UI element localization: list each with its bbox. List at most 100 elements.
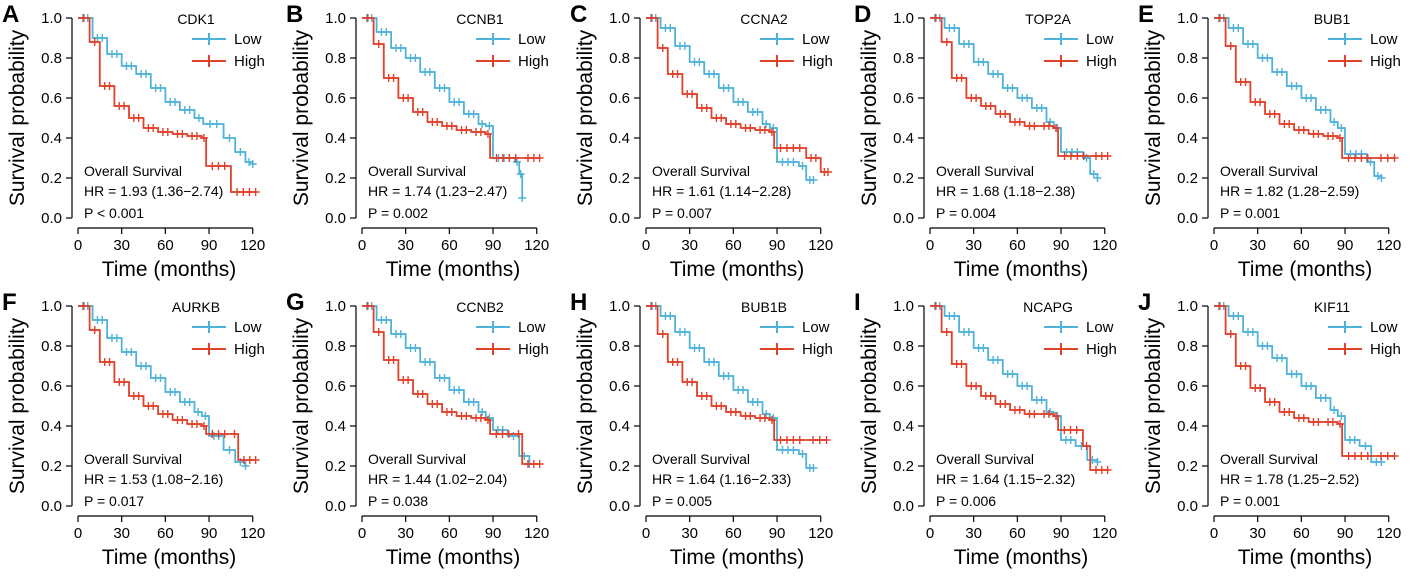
censor-mark-low [709,70,718,78]
legend-entry-high: High [476,341,549,358]
y-axis-title: Survival probability [290,317,313,494]
censor-mark-low [440,374,449,382]
censor-mark-high [363,14,372,22]
censor-mark-low [724,372,733,380]
censor-mark-high [760,126,769,134]
censor-mark-low [1277,354,1286,362]
censor-mark-high [483,416,492,424]
censor-mark-high [658,330,667,338]
x-tick-label: 90 [485,525,502,542]
censor-mark-low [1337,412,1346,420]
censor-mark-low [1292,370,1301,378]
survival-curve-high [646,305,827,441]
annotation-title: Overall Survival [1220,163,1318,179]
censor-mark-low [185,106,194,114]
x-tick-label: 90 [769,237,786,254]
censor-mark-low [225,446,234,454]
legend-entry-high: High [192,53,265,70]
censor-mark-high [1363,154,1372,162]
y-tick-label: 1.0 [41,298,62,315]
censor-mark-low [98,316,107,324]
censor-mark-high [230,430,239,438]
x-axis-title: Time (months) [102,546,237,569]
y-tick-label: 0.2 [893,170,914,187]
x-tick-label: 30 [681,237,698,254]
censor-mark-low [964,328,973,336]
legend-entry-low: Low [760,31,830,48]
censor-mark-low [236,148,245,156]
censor-mark-high [1299,126,1308,134]
censor-mark-high [931,14,940,22]
censor-mark-high [1044,122,1053,130]
survival-curve-high [362,305,540,465]
x-tick-label: 0 [1210,237,1218,254]
censor-mark-high [1030,122,1039,130]
y-tick-label: 0.8 [609,50,630,67]
censor-mark-low [411,344,420,352]
y-tick-label: 0.0 [609,210,630,227]
y-tick-label: 0.8 [893,338,914,355]
legend-entry-low: Low [192,31,262,48]
censor-mark-low [141,362,150,370]
censor-mark-low [1037,104,1046,112]
legend-entry-low: Low [760,319,830,336]
y-tick-label: 0.6 [609,90,630,107]
censor-mark-high [1215,302,1224,310]
legend-label: High [518,53,549,70]
censor-mark-low [809,464,818,472]
legend-entry-high: High [760,53,833,70]
p-value: P = 0.006 [936,493,996,509]
panel-letter: H [570,289,587,316]
hazard-ratio: HR = 1.53 (1.08−2.16) [84,471,223,487]
survival-curve-low [78,17,254,164]
annotation-title: Overall Survival [936,163,1034,179]
legend-label: High [518,341,549,358]
censor-mark-low [709,358,718,366]
hazard-ratio: HR = 1.93 (1.36−2.74) [84,183,223,199]
x-tick-label: 0 [74,237,82,254]
censor-mark-low [1008,370,1017,378]
y-tick-label: 0.0 [1177,498,1198,515]
censor-mark-high [363,302,372,310]
legend-label: Low [1370,31,1398,48]
x-tick-label: 120 [1092,525,1117,542]
censor-mark-high [1335,134,1344,142]
p-value: P = 0.038 [368,493,428,509]
x-tick-label: 0 [1210,525,1218,542]
hazard-ratio: HR = 1.61 (1.14−2.28) [652,183,791,199]
y-tick-label: 0.4 [325,130,346,147]
censor-mark-high [1383,452,1392,460]
p-value: P < 0.001 [84,205,144,221]
censor-mark-high [986,102,995,110]
gene-title: CDK1 [177,11,215,27]
y-tick-label: 1.0 [893,10,914,27]
censor-mark-high [1314,130,1323,138]
censor-mark-low [769,124,778,132]
censor-mark-low [478,408,487,416]
annotation-title: Overall Survival [368,163,466,179]
censor-mark-low [194,114,203,122]
legend-label: High [1086,341,1117,358]
x-tick-label: 90 [1337,525,1354,542]
censor-mark-high [1226,330,1235,338]
x-tick-label: 60 [725,525,742,542]
censor-mark-high [149,402,158,410]
y-tick-label: 0.4 [325,418,346,435]
legend-entry-high: High [1044,53,1117,70]
censor-mark-low [979,344,988,352]
legend-label: Low [518,31,546,48]
y-tick-label: 0.4 [1177,418,1198,435]
x-axis-title: Time (months) [386,546,521,569]
y-tick-label: 0.8 [609,338,630,355]
legend-entry-low: Low [192,319,262,336]
x-tick-label: 120 [1092,237,1117,254]
censor-mark-low [1234,24,1243,32]
panel-letter: E [1138,1,1154,28]
x-tick-label: 0 [642,237,650,254]
censor-mark-low [382,316,391,324]
